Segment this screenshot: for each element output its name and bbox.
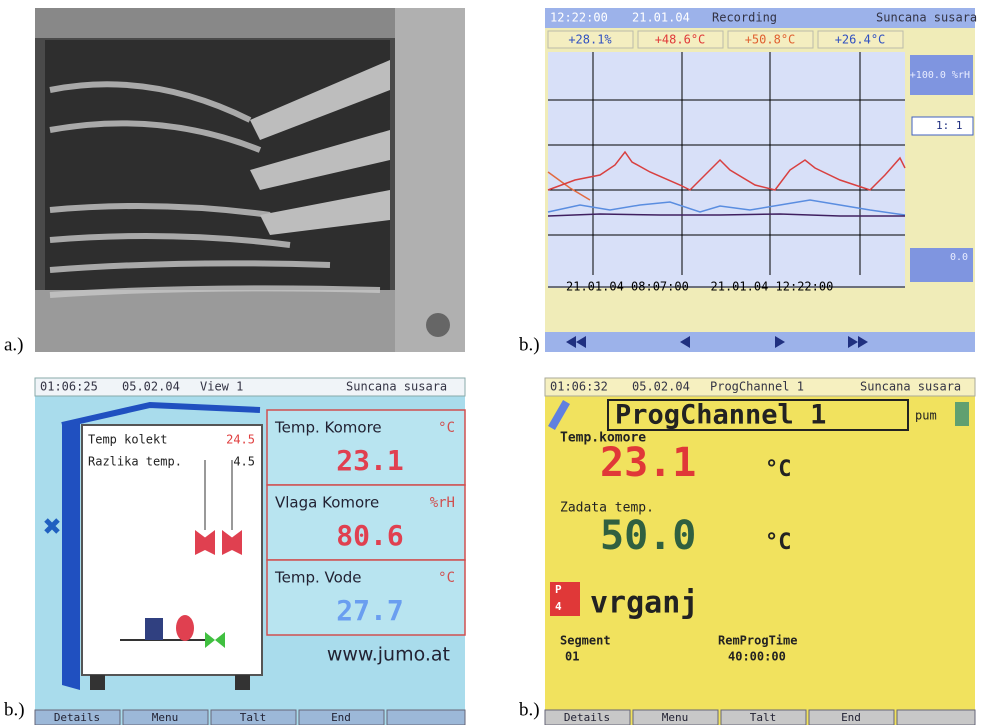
box-name: Vlaga Komore	[275, 494, 379, 512]
figure: a.) 12:22:00 21.01.04 Recording Suncana …	[0, 0, 989, 725]
header-time: 01:06:25	[40, 380, 98, 394]
button-label: Menu	[152, 711, 179, 724]
segment-value: 01	[565, 650, 579, 664]
header-title: Suncana susara	[860, 380, 961, 394]
zoom: 1: 1	[936, 119, 963, 132]
box-value: 23.1	[336, 444, 403, 477]
time-range: 21.01.04 08:07:00 — 21.01.04 12:22:00	[566, 280, 833, 294]
panel-label: a.)	[4, 334, 24, 355]
inner-value: 4.5	[233, 455, 255, 469]
actual-value: 23.1	[600, 440, 696, 486]
header-date: 21.01.04	[632, 11, 690, 25]
menu-button[interactable]	[897, 710, 975, 725]
panel-label: b.)	[519, 699, 540, 720]
device-drawing	[46, 405, 262, 690]
header-mode: View 1	[200, 380, 243, 394]
photo	[35, 8, 465, 352]
header-time: 01:06:32	[550, 380, 608, 394]
icon-n: 4	[555, 600, 562, 613]
actual-unit: °C	[765, 457, 792, 482]
header-date: 05.02.04	[632, 380, 690, 394]
inner-label: Razlika temp.	[88, 455, 182, 469]
box-name: Temp. Komore	[274, 419, 382, 437]
chart-area	[548, 52, 905, 288]
box-unit: °C	[438, 420, 455, 436]
box-unit: °C	[438, 570, 455, 586]
inner-label: Temp kolekt	[88, 433, 167, 447]
button-label: End	[841, 711, 861, 724]
button-label: Talt	[750, 711, 777, 724]
reading: +50.8°C	[745, 33, 796, 47]
panel-label: b.)	[519, 334, 540, 355]
segment-label: Segment	[560, 634, 611, 648]
menu-button[interactable]	[387, 710, 465, 725]
remaining-value: 40:00:00	[728, 650, 786, 664]
icon-p: P	[555, 583, 562, 596]
reading: +48.6°C	[655, 33, 706, 47]
button-label: Menu	[662, 711, 689, 724]
reading: +28.1%	[568, 33, 612, 47]
pump: pum	[915, 409, 937, 423]
header-date: 05.02.04	[122, 380, 180, 394]
button-bar	[545, 332, 975, 352]
remaining-label: RemProgTime	[718, 634, 797, 648]
scale-top: +100.0 %rH	[910, 70, 970, 81]
panel-label: b.)	[4, 699, 25, 720]
box-value: 80.6	[336, 519, 403, 552]
box-value: 27.7	[336, 594, 403, 627]
header-mode: ProgChannel 1	[710, 380, 804, 394]
button-label: Details	[564, 711, 610, 724]
box-unit: %rH	[430, 495, 455, 511]
set-value: 50.0	[600, 513, 696, 559]
header-time: 12:22:00	[550, 11, 608, 25]
set-unit: °C	[765, 530, 792, 555]
header-mode: Recording	[712, 11, 777, 25]
box-name: Temp. Vode	[274, 569, 362, 587]
button-label: Details	[54, 711, 100, 724]
header-title: Suncana susara	[346, 380, 447, 394]
pump-icon	[955, 402, 969, 426]
inner-value: 24.5	[226, 433, 255, 447]
product: vrganj	[590, 586, 698, 621]
button-label: Talt	[240, 711, 267, 724]
button-label: End	[331, 711, 351, 724]
program-name: ProgChannel 1	[615, 400, 826, 431]
scale-bottom: 0.0	[950, 252, 968, 263]
header-title: Suncana susara	[876, 11, 977, 25]
url: www.jumo.at	[327, 644, 450, 666]
reading: +26.4°C	[835, 33, 886, 47]
